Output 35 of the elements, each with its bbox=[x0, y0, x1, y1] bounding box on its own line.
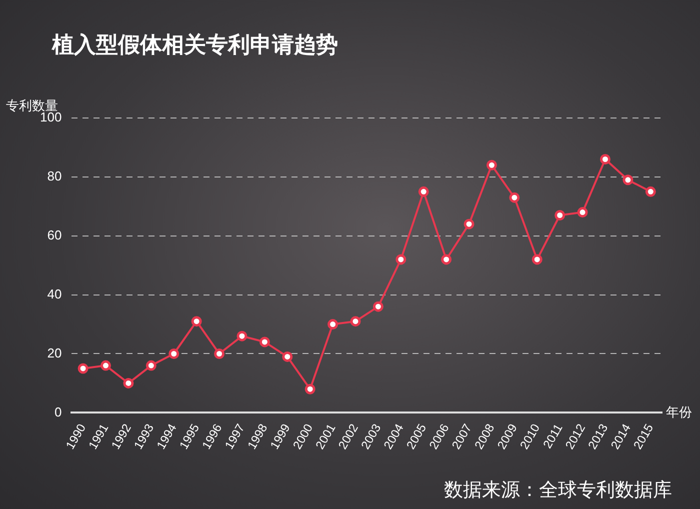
point bbox=[486, 160, 497, 170]
y-tick-label: 0 bbox=[54, 404, 62, 420]
point bbox=[328, 319, 338, 330]
point bbox=[622, 174, 634, 186]
point bbox=[441, 254, 452, 265]
point bbox=[146, 360, 156, 371]
y-tick-label: 80 bbox=[47, 168, 62, 184]
point bbox=[350, 316, 361, 327]
point bbox=[168, 348, 180, 359]
y-axis-title: 专利数量 bbox=[6, 98, 58, 113]
point bbox=[645, 186, 656, 197]
point bbox=[259, 336, 270, 348]
point bbox=[464, 218, 474, 230]
point bbox=[509, 192, 520, 203]
point bbox=[282, 351, 293, 362]
y-tick-label: 20 bbox=[47, 345, 62, 360]
point bbox=[418, 186, 429, 197]
point bbox=[304, 384, 316, 394]
point bbox=[554, 210, 566, 220]
point bbox=[100, 360, 111, 371]
point bbox=[577, 207, 588, 218]
point bbox=[236, 330, 248, 342]
y-tick-label: 40 bbox=[47, 286, 62, 302]
point bbox=[191, 316, 202, 327]
point bbox=[600, 154, 610, 165]
point bbox=[214, 348, 225, 359]
point bbox=[396, 254, 406, 265]
point bbox=[123, 378, 134, 388]
point bbox=[532, 254, 542, 265]
y-tick-label: 60 bbox=[47, 227, 62, 242]
source-note: 数据来源：全球专利数据库 bbox=[444, 479, 672, 501]
chart-title: 植入型假体相关专利申请趋势 bbox=[51, 32, 338, 57]
point bbox=[78, 363, 88, 374]
x-axis-title: 年份 bbox=[666, 404, 692, 420]
point bbox=[372, 301, 384, 312]
